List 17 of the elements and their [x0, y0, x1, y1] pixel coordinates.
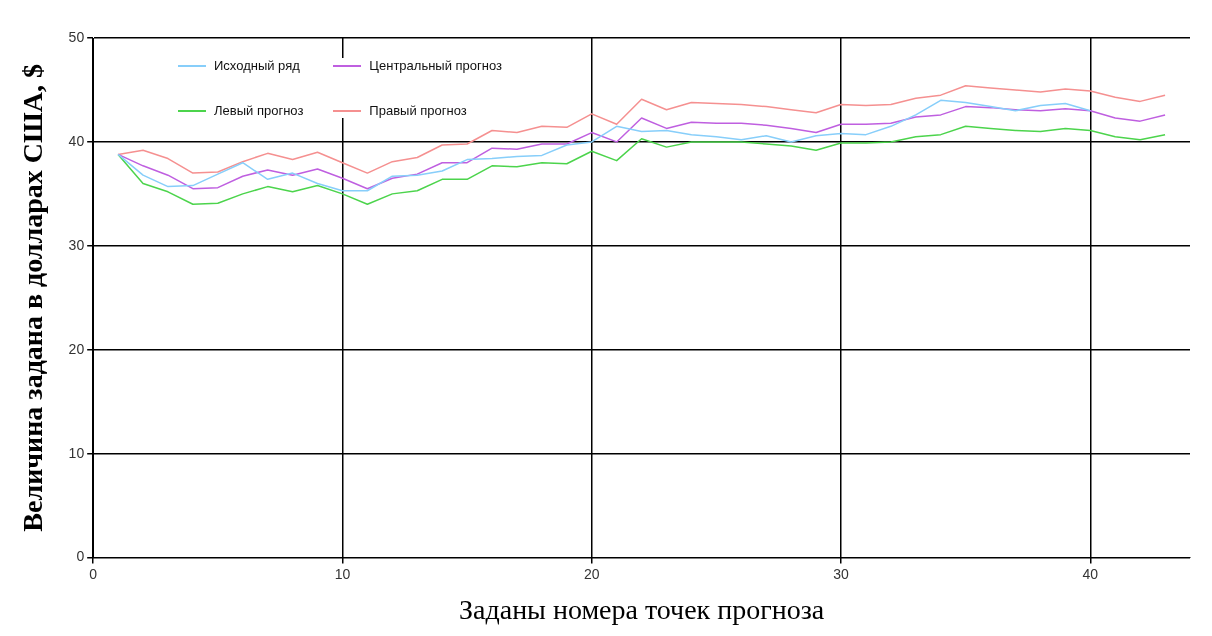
- legend-label: Правый прогноз: [369, 103, 467, 118]
- y-tick-label: 10: [68, 444, 85, 461]
- legend-label: Центральный прогноз: [369, 58, 503, 73]
- legend-label: Исходный ряд: [214, 58, 300, 73]
- x-tick-label: 40: [1082, 565, 1099, 582]
- y-tick-label: 0: [76, 548, 85, 565]
- y-tick-label: 50: [68, 28, 85, 45]
- x-tick-label: 20: [583, 565, 600, 582]
- x-tick-label: 0: [89, 565, 98, 582]
- y-axis-title: Величина задана в долларах США, $: [17, 63, 49, 532]
- legend-label: Левый прогноз: [214, 103, 304, 118]
- y-tick-label: 30: [68, 236, 85, 253]
- y-tick-label: 40: [68, 132, 85, 149]
- x-axis-title: Заданы номера точек прогноза: [459, 593, 825, 625]
- x-tick-label: 30: [833, 565, 850, 582]
- y-tick-label: 20: [68, 340, 85, 357]
- x-tick-label: 10: [334, 565, 351, 582]
